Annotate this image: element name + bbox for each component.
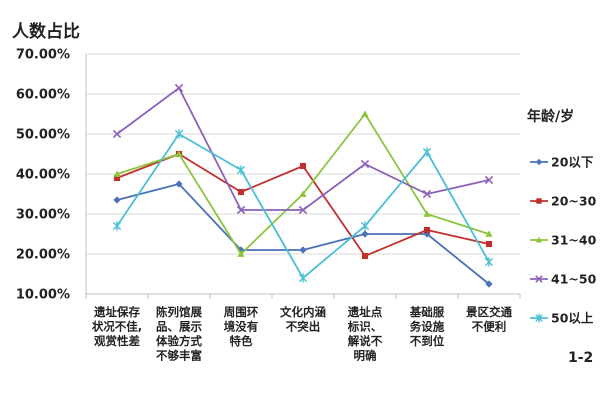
data-point — [484, 257, 494, 267]
series-31~40 — [113, 110, 493, 257]
data-point — [423, 226, 431, 234]
x-tick-label: 陈列馆展品、展示体验方式不够丰富 — [156, 305, 202, 363]
legend-item: 31~40 — [530, 233, 597, 248]
data-point — [299, 246, 307, 254]
data-point — [535, 236, 543, 243]
legend: 20以下 20~30 31~40 41~50 50以上 — [530, 155, 597, 326]
gridlines — [86, 53, 520, 255]
legend-item: 20~30 — [530, 194, 597, 209]
data-point — [113, 196, 121, 204]
data-point — [535, 158, 543, 166]
y-tick-labels: 70.00% 60.00% 50.00% 40.00% 30.00% 20.00% 10.0… — [16, 48, 70, 303]
data-point — [485, 280, 493, 288]
data-point — [535, 313, 543, 323]
corner-label: 1-2 — [568, 350, 593, 366]
series-50以上 — [112, 129, 494, 283]
legend-label: 41~50 — [551, 272, 597, 287]
legend-label: 20~30 — [551, 194, 597, 209]
legend-label: 31~40 — [551, 233, 597, 248]
data-point — [298, 273, 308, 283]
series-line — [116, 153, 490, 257]
data-point — [361, 230, 369, 238]
series-lines — [112, 83, 494, 288]
data-point — [536, 198, 542, 204]
y-tick-label: 30.00% — [16, 208, 70, 223]
legend-item: 50以上 — [530, 311, 594, 326]
x-tick-label: 遗址点标识、解说不明确 — [347, 305, 383, 363]
x-tick-label: 文化内涵不突出 — [280, 305, 326, 334]
data-point — [299, 190, 307, 197]
data-point — [299, 162, 307, 170]
data-point — [422, 147, 432, 157]
y-tick-label: 10.00% — [16, 288, 70, 303]
data-point — [484, 175, 494, 185]
legend-title: 年龄/岁 — [527, 108, 574, 125]
data-point — [112, 221, 122, 231]
x-tick-labels: 遗址保存状况不佳,观赏性差陈列馆展品、展示体验方式不够丰富周围环境没有特色文化内… — [92, 305, 513, 363]
x-tick-label: 遗址保存状况不佳,观赏性差 — [92, 305, 142, 348]
data-point — [360, 221, 370, 231]
data-point — [113, 174, 121, 182]
y-tick-label: 70.00% — [16, 48, 70, 63]
data-point — [360, 159, 370, 169]
y-tick-label: 40.00% — [16, 168, 70, 183]
series-41~50 — [112, 83, 494, 215]
data-point — [236, 205, 246, 215]
series-line — [116, 113, 490, 255]
y-tick-label: 20.00% — [16, 248, 70, 263]
data-point — [175, 150, 183, 157]
data-point — [423, 210, 431, 217]
data-point — [422, 189, 432, 199]
data-point — [237, 250, 245, 257]
data-point — [485, 240, 493, 248]
legend-item: 41~50 — [530, 272, 597, 287]
data-point — [175, 180, 183, 188]
data-point — [237, 188, 245, 196]
data-point — [361, 252, 369, 260]
data-point — [174, 129, 184, 139]
data-point — [535, 275, 543, 283]
x-tick-label: 基础服务设施不到位 — [409, 305, 445, 348]
x-tick-label: 景区交通不便利 — [465, 305, 512, 334]
data-point — [174, 83, 184, 93]
data-point — [236, 165, 246, 175]
legend-label: 50以上 — [551, 311, 594, 326]
x-tick-label: 周围环境没有特色 — [224, 305, 259, 348]
data-point — [485, 230, 493, 237]
data-point — [113, 170, 121, 177]
data-point — [361, 110, 369, 117]
legend-item: 20以下 — [530, 155, 594, 170]
y-tick-label: 50.00% — [16, 128, 70, 143]
data-point — [298, 205, 308, 215]
axes — [85, 54, 521, 299]
data-point — [112, 129, 122, 139]
legend-label: 20以下 — [551, 155, 594, 170]
y-tick-label: 60.00% — [16, 88, 70, 103]
y-axis-title: 人数占比 — [12, 21, 80, 42]
series-line — [116, 183, 490, 285]
